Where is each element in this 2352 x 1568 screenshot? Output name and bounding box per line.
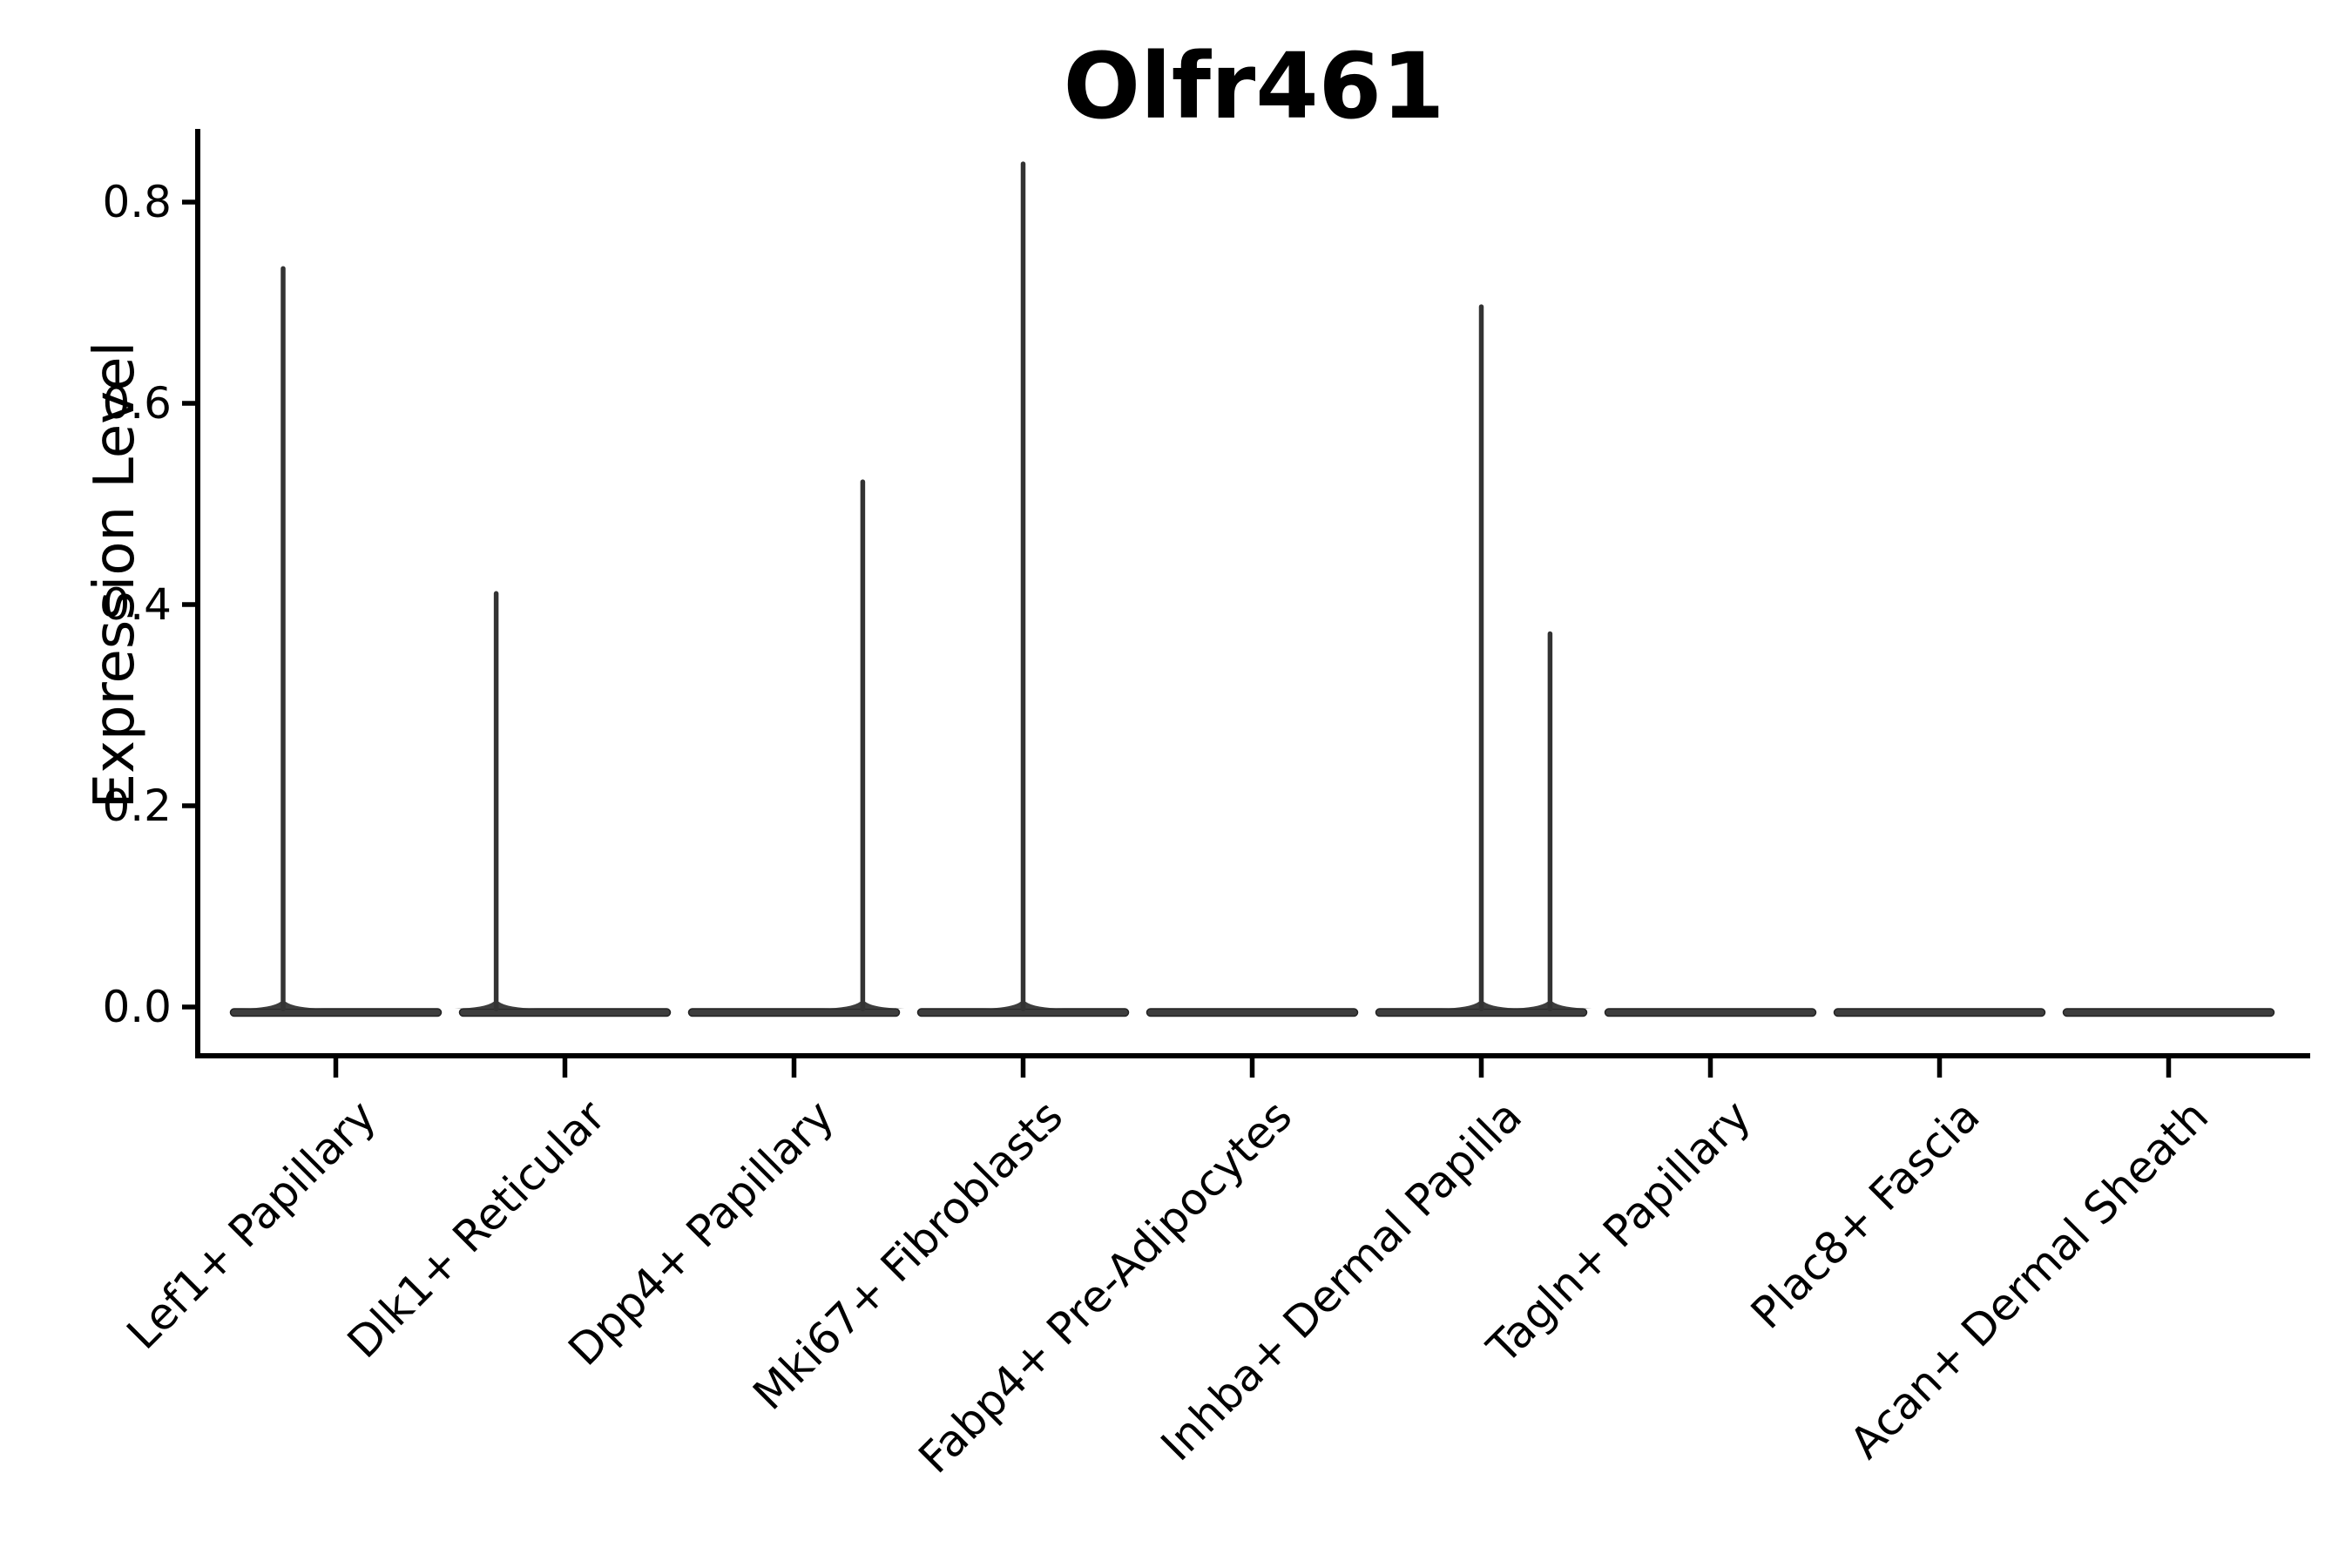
violin-body[interactable] <box>1604 1008 1817 1017</box>
violin-body[interactable] <box>458 1008 672 1017</box>
chart-title: Olfr461 <box>1063 33 1445 139</box>
violin-body[interactable] <box>229 1008 443 1017</box>
y-tick-label: 0.0 <box>102 982 172 1032</box>
violin-body[interactable] <box>687 1008 901 1017</box>
violin-body[interactable] <box>1833 1008 2046 1017</box>
y-tick-label: 0.8 <box>102 177 172 227</box>
y-tick-label: 0.4 <box>102 579 172 630</box>
violin-body[interactable] <box>1146 1008 1359 1017</box>
y-tick-label: 0.2 <box>102 781 172 831</box>
y-tick-label: 0.6 <box>102 378 172 429</box>
violin-body[interactable] <box>2062 1008 2275 1017</box>
